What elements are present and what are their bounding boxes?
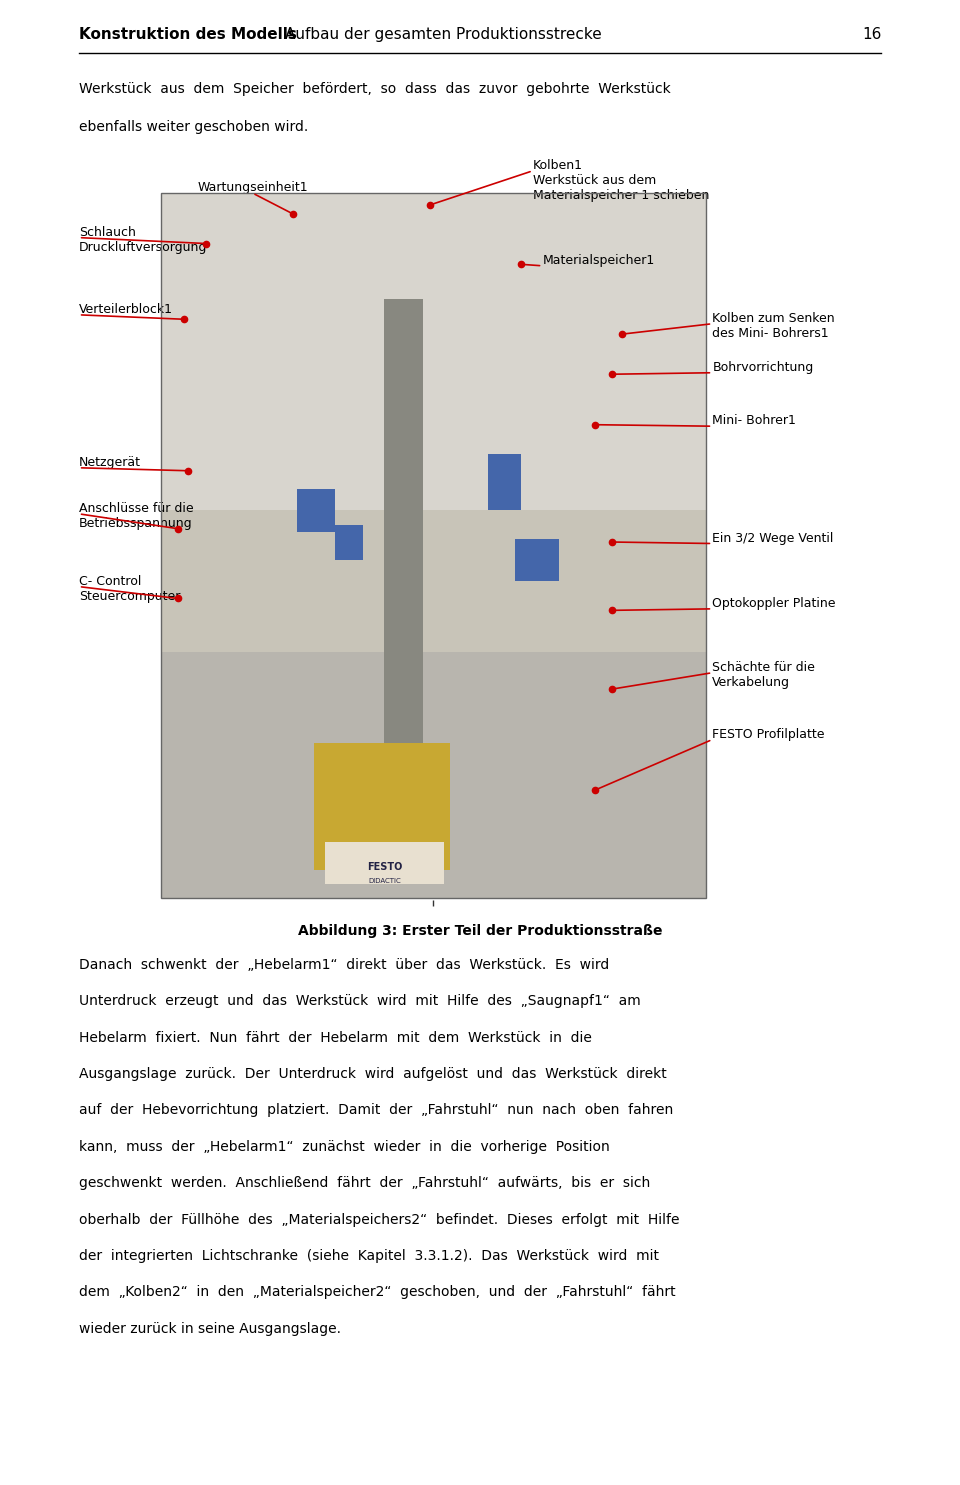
Bar	[488, 454, 520, 511]
Text: Danach  schwenkt  der  „Hebelarm1“  direkt  über  das  Werkstück.  Es  wird: Danach schwenkt der „Hebelarm1“ direkt ü…	[79, 958, 609, 971]
Text: 16: 16	[862, 27, 881, 42]
Text: C- Control
Steuercomputer: C- Control Steuercomputer	[79, 575, 180, 603]
Text: Ein 3/2 Wege Ventil: Ein 3/2 Wege Ventil	[712, 532, 833, 545]
Text: Anschlüsse für die
Betriebsspannung: Anschlüsse für die Betriebsspannung	[79, 502, 193, 530]
Text: auf  der  Hebevorrichtung  platziert.  Damit  der  „Fahrstuhl“  nun  nach  oben : auf der Hebevorrichtung platziert. Damit…	[79, 1103, 673, 1117]
Text: Hebelarm  fixiert.  Nun  fährt  der  Hebelarm  mit  dem  Werkstück  in  die: Hebelarm fixiert. Nun fährt der Hebelarm…	[79, 1031, 591, 1044]
Text: oberhalb  der  Füllhöhe  des  „Materialspeichers2“  befindet.  Dieses  erfolgt  : oberhalb der Füllhöhe des „Materialspeic…	[79, 1212, 680, 1227]
Bar	[314, 742, 450, 870]
Text: Werkstück  aus  dem  Speicher  befördert,  so  dass  das  zuvor  gebohrte  Werks: Werkstück aus dem Speicher befördert, so…	[79, 82, 670, 95]
Bar	[516, 539, 559, 581]
Text: kann,  muss  der  „Hebelarm1“  zunächst  wieder  in  die  vorherige  Position: kann, muss der „Hebelarm1“ zunächst wied…	[79, 1140, 610, 1154]
Bar	[161, 193, 706, 898]
Text: geschwenkt  werden.  Anschließend  fährt  der  „Fahrstuhl“  aufwärts,  bis  er  : geschwenkt werden. Anschließend fährt de…	[79, 1176, 650, 1189]
Text: Wartungseinheit1: Wartungseinheit1	[197, 181, 308, 195]
Text: wieder zurück in seine Ausgangslage.: wieder zurück in seine Ausgangslage.	[79, 1322, 341, 1335]
Text: Abbildung 3: Erster Teil der Produktionsstraße: Abbildung 3: Erster Teil der Produktions…	[298, 924, 662, 937]
Text: Unterdruck  erzeugt  und  das  Werkstück  wird  mit  Hilfe  des  „Saugnapf1“  am: Unterdruck erzeugt und das Werkstück wir…	[79, 995, 640, 1008]
Bar	[161, 193, 706, 898]
Text: DIDACTIC: DIDACTIC	[368, 878, 401, 884]
Text: Schächte für die
Verkabelung: Schächte für die Verkabelung	[712, 661, 815, 689]
Text: Schlauch
Druckluftversorgung: Schlauch Druckluftversorgung	[79, 226, 207, 254]
Text: Optokoppler Platine: Optokoppler Platine	[712, 597, 836, 610]
Text: der  integrierten  Lichtschranke  (siehe  Kapitel  3.3.1.2).  Das  Werkstück  wi: der integrierten Lichtschranke (siehe Ka…	[79, 1249, 659, 1262]
Text: Materialspeicher1: Materialspeicher1	[542, 254, 655, 267]
Text: Ausgangslage  zurück.  Der  Unterdruck  wird  aufgelöst  und  das  Werkstück  di: Ausgangslage zurück. Der Unterdruck wird…	[79, 1066, 666, 1081]
Text: FESTO Profilplatte: FESTO Profilplatte	[712, 728, 825, 741]
Text: ebenfalls weiter geschoben wird.: ebenfalls weiter geschoben wird.	[79, 120, 308, 134]
Bar	[384, 298, 422, 757]
Text: Aufbau der gesamten Produktionsstrecke: Aufbau der gesamten Produktionsstrecke	[285, 27, 602, 42]
Bar	[298, 490, 335, 532]
Text: Bohrvorrichtung: Bohrvorrichtung	[712, 361, 813, 374]
Text: FESTO: FESTO	[367, 861, 402, 872]
Text: dem  „Kolben2“  in  den  „Materialspeicher2“  geschoben,  und  der  „Fahrstuhl“ : dem „Kolben2“ in den „Materialspeicher2“…	[79, 1286, 675, 1299]
Bar	[161, 652, 706, 898]
Bar	[335, 524, 363, 560]
Text: Konstruktion des Modells: Konstruktion des Modells	[79, 27, 297, 42]
Text: Netzgerät: Netzgerät	[79, 456, 141, 469]
Bar	[161, 193, 706, 511]
Text: Verteilerblock1: Verteilerblock1	[79, 303, 173, 316]
Text: Kolben zum Senken
des Mini- Bohrers1: Kolben zum Senken des Mini- Bohrers1	[712, 312, 835, 340]
Text: Mini- Bohrer1: Mini- Bohrer1	[712, 414, 796, 428]
Bar	[324, 842, 444, 884]
Text: Kolben1
Werkstück aus dem
Materialspeicher 1 schieben: Kolben1 Werkstück aus dem Materialspeich…	[533, 159, 709, 202]
